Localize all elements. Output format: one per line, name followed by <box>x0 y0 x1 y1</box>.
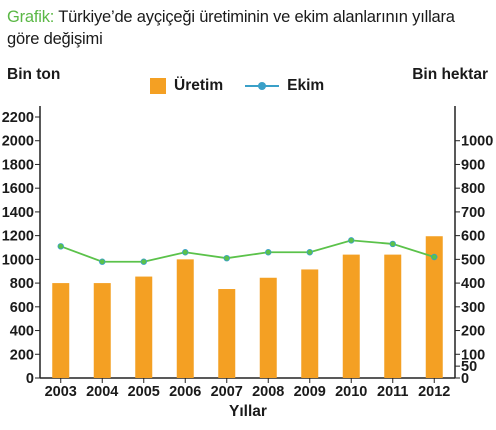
y-left-tick-label: 200 <box>10 347 34 363</box>
x-tick-label: 2006 <box>169 384 201 400</box>
point-ekim <box>99 258 106 265</box>
y-right-tick-label: 800 <box>461 181 485 197</box>
title-text: Türkiye’de ayçiçeği üretiminin ve ekim a… <box>7 8 455 48</box>
legend-bar-swatch <box>150 78 166 94</box>
point-ekim <box>431 253 438 261</box>
y-left-tick-label: 1000 <box>2 252 34 268</box>
point-ekim <box>306 249 313 256</box>
legend-label-ekim: Ekim <box>287 77 325 94</box>
y-right-tick-label: 900 <box>461 157 485 173</box>
bar-uretim <box>425 236 443 378</box>
point-ekim <box>57 243 64 250</box>
point-ekim <box>389 240 396 248</box>
point-ekim <box>265 249 272 256</box>
bar-uretim <box>384 254 402 378</box>
point-ekim <box>348 237 355 244</box>
x-tick-label: 2010 <box>335 384 367 400</box>
y-left-tick-label: 1200 <box>2 229 34 245</box>
y-right-tick-label: 500 <box>461 252 485 268</box>
point-ekim <box>182 249 189 256</box>
y-left-tick-label: 2000 <box>2 134 34 150</box>
y-right-tick-label: 0 <box>461 371 469 387</box>
chart-title: Grafik: Türkiye’de ayçiçeği üretiminin v… <box>7 6 487 50</box>
x-tick-label: 2004 <box>86 384 118 400</box>
y-left-tick-label: 400 <box>10 324 34 340</box>
y-left-tick-label: 1400 <box>2 205 34 221</box>
y-left-unit-label: Bin ton <box>7 66 61 83</box>
line-ekim <box>60 239 435 263</box>
bar-uretim <box>218 289 236 378</box>
legend-line-swatch <box>245 82 280 90</box>
chart-legend: Üretim Ekim <box>150 76 324 96</box>
x-tick-label: 2009 <box>294 384 326 400</box>
bar-uretim <box>176 259 194 378</box>
bar-uretim <box>301 269 319 378</box>
y-left-tick-label: 800 <box>10 276 34 292</box>
x-tick-label: 2012 <box>418 384 450 400</box>
x-tick-label: 2008 <box>252 384 284 400</box>
y-left-tick-label: 600 <box>10 300 34 316</box>
legend-label-uretim: Üretim <box>174 77 224 94</box>
y-right-tick-label: 600 <box>461 229 485 245</box>
bar-uretim <box>93 283 111 378</box>
y-left-tick-label: 0 <box>26 371 34 387</box>
bar-uretim <box>259 277 277 378</box>
x-tick-label: 2011 <box>377 384 408 400</box>
x-tick-label: 2003 <box>45 384 77 400</box>
bar-uretim <box>342 254 360 378</box>
x-axis-label: Yıllar <box>229 403 267 420</box>
y-right-tick-label: 100 <box>461 347 485 363</box>
y-right-tick-label: 700 <box>461 205 485 221</box>
x-tick-label: 2007 <box>211 384 243 400</box>
y-right-unit-label: Bin hektar <box>412 66 488 83</box>
bar-uretim <box>52 283 70 378</box>
x-tick-label: 2005 <box>128 384 160 400</box>
point-ekim <box>223 254 230 262</box>
y-left-tick-label: 1600 <box>2 181 34 197</box>
y-left-tick-label: 2200 <box>2 110 34 126</box>
y-right-tick-label: 400 <box>461 276 485 292</box>
y-right-tick-label: 300 <box>461 300 485 316</box>
point-ekim <box>140 258 147 265</box>
y-right-tick-label: 200 <box>461 324 485 340</box>
y-right-tick-label: 50 <box>461 359 477 375</box>
bar-uretim <box>135 276 153 378</box>
title-prefix: Grafik: <box>7 8 55 26</box>
y-left-tick-label: 1800 <box>2 157 34 173</box>
y-right-tick-label: 1000 <box>461 134 493 150</box>
